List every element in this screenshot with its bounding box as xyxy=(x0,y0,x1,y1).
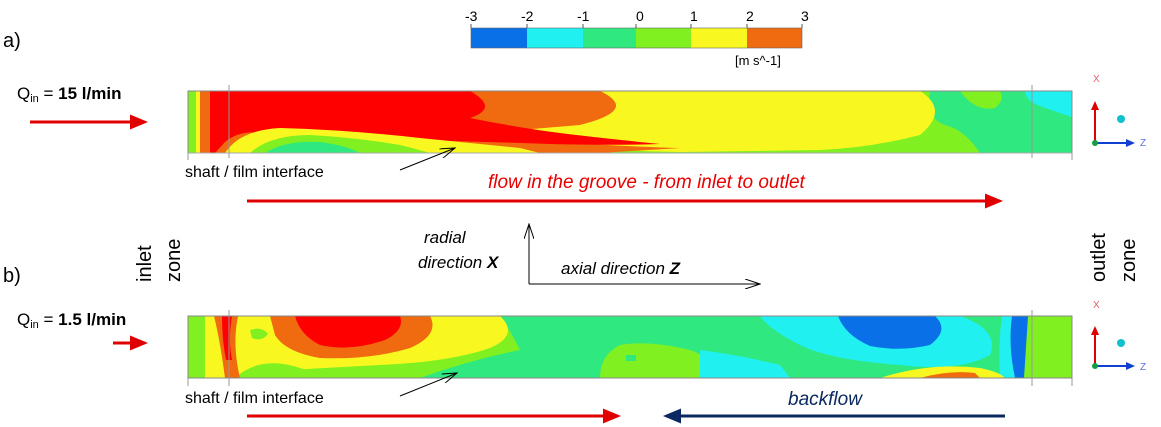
radial-direction-line1: radial xyxy=(424,228,467,247)
radial-direction-line2: direction X xyxy=(418,253,500,272)
triad-x-label: X xyxy=(1093,300,1100,311)
triad-z-label: Z xyxy=(1140,362,1146,373)
triad-x-label: X xyxy=(1093,74,1100,85)
colorbar-segment-6 xyxy=(747,28,802,48)
coordinate-triad-b: X Z xyxy=(1091,300,1146,373)
colorbar: -3 -2 -1 0 1 2 3 [m s^-1] xyxy=(465,8,809,68)
flow-rate-label-a: Qin = 15 l/min xyxy=(17,84,121,105)
interface-arrow-b xyxy=(399,373,457,397)
colorbar-segment-5 xyxy=(691,28,747,48)
interface-arrow-a xyxy=(399,148,455,171)
colorbar-segment-3 xyxy=(583,28,636,48)
colorbar-tick: 1 xyxy=(690,8,698,24)
panel-label-b: b) xyxy=(3,265,21,287)
triad-z-label: Z xyxy=(1140,138,1146,149)
direction-axes: radial direction X axial direction Z xyxy=(418,224,760,284)
flow-direction-label: flow in the groove - from inlet to outle… xyxy=(488,172,806,193)
colorbar-unit: [m s^-1] xyxy=(735,53,781,68)
colorbar-tick: -3 xyxy=(465,8,478,24)
axial-direction-label: axial direction Z xyxy=(561,259,681,278)
colorbar-tick: 3 xyxy=(801,8,809,24)
colorbar-segment-1 xyxy=(471,28,527,48)
colorbar-segment-2 xyxy=(527,28,583,48)
backflow-label: backflow xyxy=(788,389,863,410)
colorbar-tick: 2 xyxy=(746,8,754,24)
inlet-zone-label-line1: inlet xyxy=(134,245,156,282)
colorbar-ticks: -3 -2 -1 0 1 2 3 xyxy=(465,8,809,24)
colorbar-tick: -2 xyxy=(521,8,534,24)
interface-label-a: shaft / film interface xyxy=(185,164,324,181)
outlet-zone-label-line1: outlet xyxy=(1088,233,1110,282)
colorbar-segment-4 xyxy=(636,28,691,48)
outlet-zone-label: outlet zone xyxy=(1088,233,1140,282)
interface-label-b: shaft / film interface xyxy=(185,390,324,407)
coordinate-triad-a: X Z xyxy=(1091,74,1146,149)
velocity-contour-strip-b xyxy=(187,310,1073,386)
panel-label-a: a) xyxy=(3,30,21,52)
velocity-contour-strip-a xyxy=(187,85,1073,160)
colorbar-tick: 0 xyxy=(636,8,644,24)
colorbar-tick: -1 xyxy=(577,8,590,24)
inlet-zone-label-line2: zone xyxy=(163,239,185,282)
flow-rate-label-b: Qin = 1.5 l/min xyxy=(17,310,126,331)
outlet-zone-label-line2: zone xyxy=(1118,239,1140,282)
inlet-zone-label: inlet zone xyxy=(134,239,185,282)
